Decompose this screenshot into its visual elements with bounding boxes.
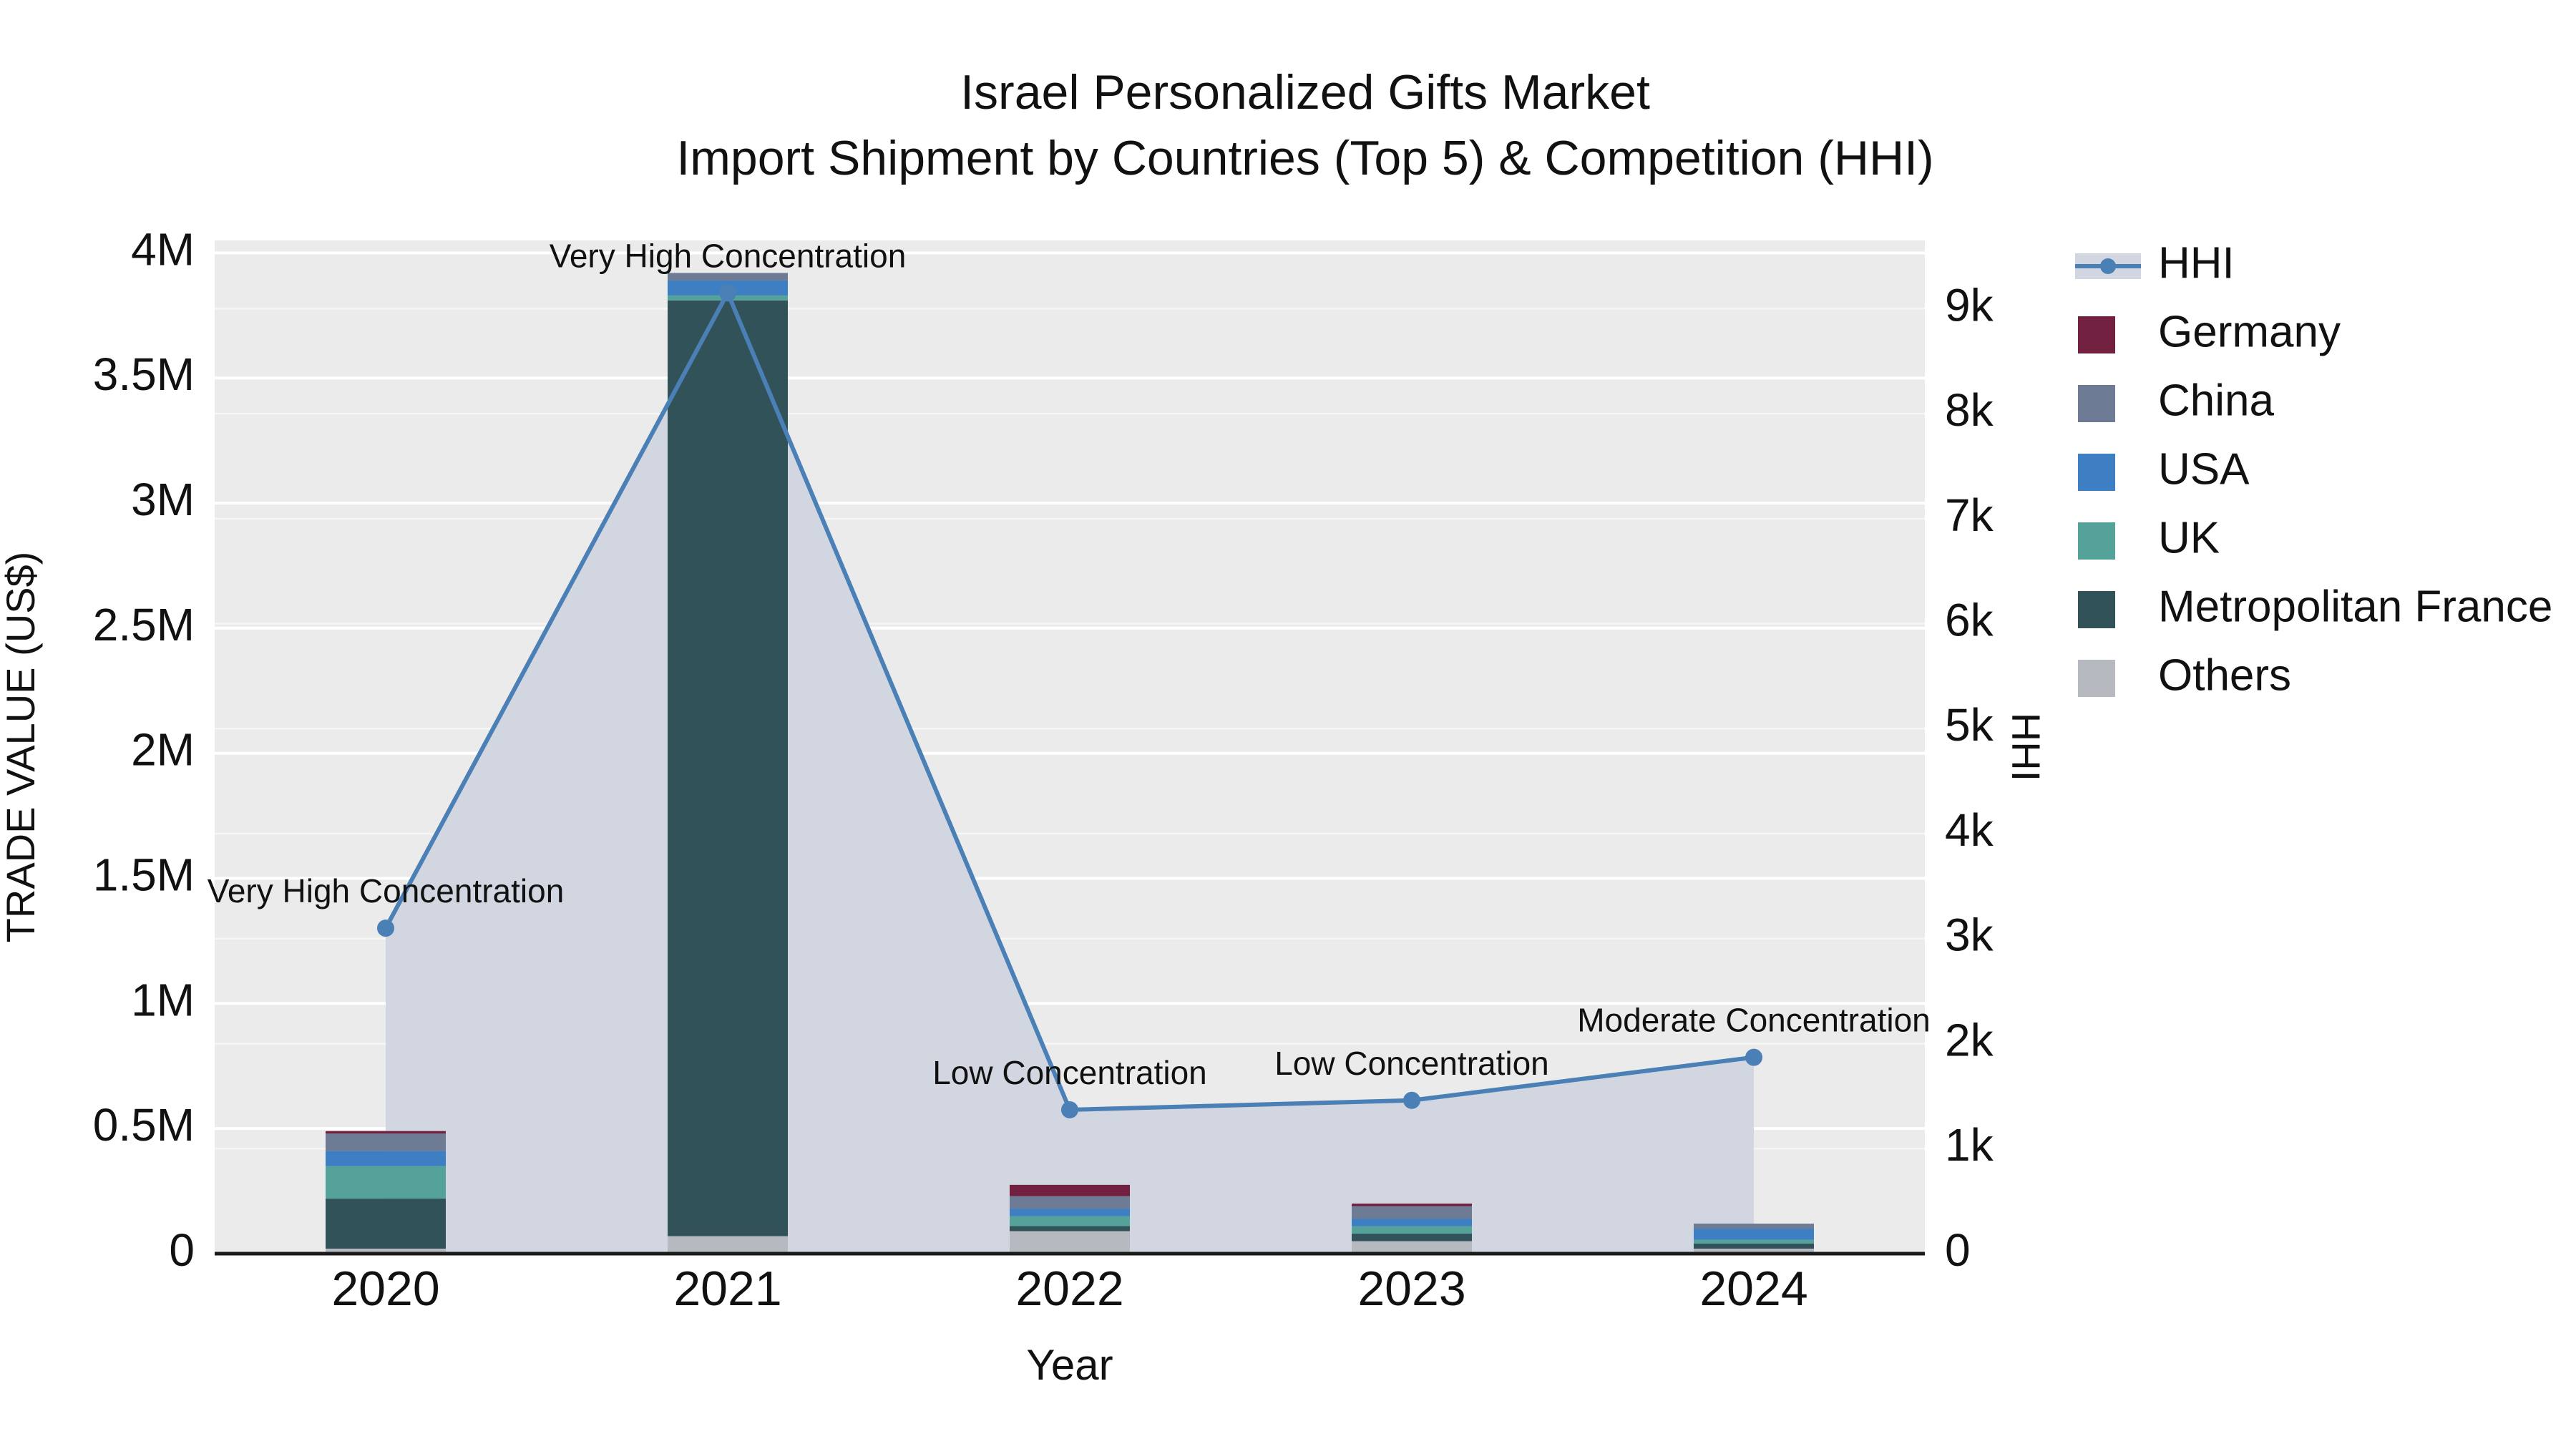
legend-item-usa[interactable]: USA bbox=[2078, 444, 2250, 494]
legend-label: Others bbox=[2158, 650, 2291, 700]
y-left-axis-title: TRADE VALUE (US$) bbox=[0, 552, 43, 943]
legend-label: HHI bbox=[2158, 238, 2235, 288]
annotation-2020: Very High Concentration bbox=[208, 872, 565, 909]
x-tick-label-2023: 2023 bbox=[1357, 1262, 1465, 1316]
y-right-tick-label: 8k bbox=[1945, 384, 1994, 436]
legend-item-germany[interactable]: Germany bbox=[2078, 307, 2341, 356]
bar-others-2022[interactable] bbox=[1010, 1231, 1130, 1254]
bar-china-2022[interactable] bbox=[1010, 1196, 1130, 1209]
hhi-point-2021[interactable] bbox=[719, 284, 736, 302]
x-axis-title: Year bbox=[1026, 1341, 1113, 1389]
annotation-2021: Very High Concentration bbox=[550, 237, 907, 274]
legend-label: China bbox=[2158, 376, 2275, 425]
hhi-point-2024[interactable] bbox=[1745, 1048, 1762, 1066]
legend-color-swatch bbox=[2078, 454, 2115, 491]
legend-item-metropolitan-france[interactable]: Metropolitan France bbox=[2078, 582, 2552, 631]
bar-china-2020[interactable] bbox=[326, 1133, 446, 1151]
bar-china-2023[interactable] bbox=[1352, 1206, 1472, 1219]
y-right-tick-label: 9k bbox=[1945, 279, 1994, 331]
legend-color-swatch bbox=[2078, 591, 2115, 628]
legend-item-hhi[interactable]: HHI bbox=[2075, 238, 2235, 288]
legend-color-swatch bbox=[2078, 522, 2115, 560]
bar-usa-2023[interactable] bbox=[1352, 1219, 1472, 1226]
bar-others-2021[interactable] bbox=[668, 1236, 788, 1254]
x-tick-label-2022: 2022 bbox=[1015, 1262, 1123, 1316]
hhi-point-2022[interactable] bbox=[1061, 1101, 1078, 1118]
bar-metropolitan-france-2023[interactable] bbox=[1352, 1234, 1472, 1241]
y-right-tick-label: 5k bbox=[1945, 699, 1994, 751]
hhi-point-2020[interactable] bbox=[377, 919, 394, 937]
chart-title-line1: Israel Personalized Gifts Market bbox=[960, 65, 1650, 119]
legend-item-china[interactable]: China bbox=[2078, 376, 2275, 425]
legend-label: USA bbox=[2158, 444, 2250, 494]
bar-others-2020[interactable] bbox=[326, 1249, 446, 1254]
bar-usa-2020[interactable] bbox=[326, 1151, 446, 1166]
legend-label: UK bbox=[2158, 513, 2220, 562]
y-left-tick-label: 2M bbox=[131, 724, 195, 776]
x-tick-label-2020: 2020 bbox=[331, 1262, 439, 1316]
bar-usa-2022[interactable] bbox=[1010, 1209, 1130, 1216]
bar-uk-2020[interactable] bbox=[326, 1166, 446, 1199]
bar-others-2024[interactable] bbox=[1694, 1249, 1814, 1254]
legend-color-swatch bbox=[2078, 385, 2115, 422]
y-left-tick-label: 0.5M bbox=[93, 1099, 195, 1151]
bar-metropolitan-france-2020[interactable] bbox=[326, 1199, 446, 1249]
bar-uk-2024[interactable] bbox=[1694, 1239, 1814, 1244]
y-right-tick-label: 7k bbox=[1945, 489, 1994, 541]
y-left-tick-label: 3M bbox=[131, 474, 195, 525]
y-right-tick-label: 0 bbox=[1945, 1224, 1971, 1276]
y-left-tick-label: 4M bbox=[131, 223, 195, 275]
chart-title-line2: Import Shipment by Countries (Top 5) & C… bbox=[676, 131, 1933, 185]
legend-color-swatch bbox=[2078, 316, 2115, 353]
y-right-tick-label: 1k bbox=[1945, 1119, 1994, 1171]
legend-item-uk[interactable]: UK bbox=[2078, 513, 2220, 562]
bar-uk-2023[interactable] bbox=[1352, 1226, 1472, 1234]
legend-item-others[interactable]: Others bbox=[2078, 650, 2291, 700]
legend-label: Metropolitan France bbox=[2158, 582, 2552, 631]
y-left-tick-label: 3.5M bbox=[93, 348, 195, 400]
bar-germany-2020[interactable] bbox=[326, 1131, 446, 1134]
bar-metropolitan-france-2022[interactable] bbox=[1010, 1226, 1130, 1231]
bar-germany-2023[interactable] bbox=[1352, 1204, 1472, 1206]
bar-uk-2022[interactable] bbox=[1010, 1216, 1130, 1226]
annotation-2022: Low Concentration bbox=[932, 1054, 1207, 1091]
bar-metropolitan-france-2021[interactable] bbox=[668, 300, 788, 1236]
bar-usa-2024[interactable] bbox=[1694, 1229, 1814, 1240]
annotation-2024: Moderate Concentration bbox=[1577, 1002, 1931, 1039]
y-left-tick-label: 1.5M bbox=[93, 849, 195, 900]
bar-china-2021[interactable] bbox=[668, 273, 788, 280]
y-left-tick-label: 0 bbox=[169, 1224, 195, 1276]
hhi-point-2023[interactable] bbox=[1403, 1091, 1420, 1109]
x-tick-label-2024: 2024 bbox=[1699, 1262, 1807, 1316]
bar-china-2024[interactable] bbox=[1694, 1224, 1814, 1229]
y-left-tick-label: 1M bbox=[131, 974, 195, 1025]
y-right-tick-label: 4k bbox=[1945, 804, 1994, 856]
legend-label: Germany bbox=[2158, 307, 2341, 356]
bar-germany-2022[interactable] bbox=[1010, 1184, 1130, 1196]
y-right-tick-label: 3k bbox=[1945, 909, 1994, 961]
y-right-tick-label: 6k bbox=[1945, 594, 1994, 645]
legend: HHI Germany China USA UK Metropolitan France O… bbox=[2075, 238, 2552, 700]
bar-others-2023[interactable] bbox=[1352, 1241, 1472, 1254]
y-right-tick-label: 2k bbox=[1945, 1014, 1994, 1065]
y-right-axis-title: HHI bbox=[2004, 713, 2049, 781]
annotation-2023: Low Concentration bbox=[1274, 1045, 1549, 1082]
legend-color-swatch bbox=[2078, 660, 2115, 697]
legend-hhi-marker bbox=[2100, 258, 2116, 274]
bar-metropolitan-france-2024[interactable] bbox=[1694, 1244, 1814, 1249]
y-left-tick-label: 2.5M bbox=[93, 599, 195, 650]
x-tick-label-2021: 2021 bbox=[673, 1262, 781, 1316]
